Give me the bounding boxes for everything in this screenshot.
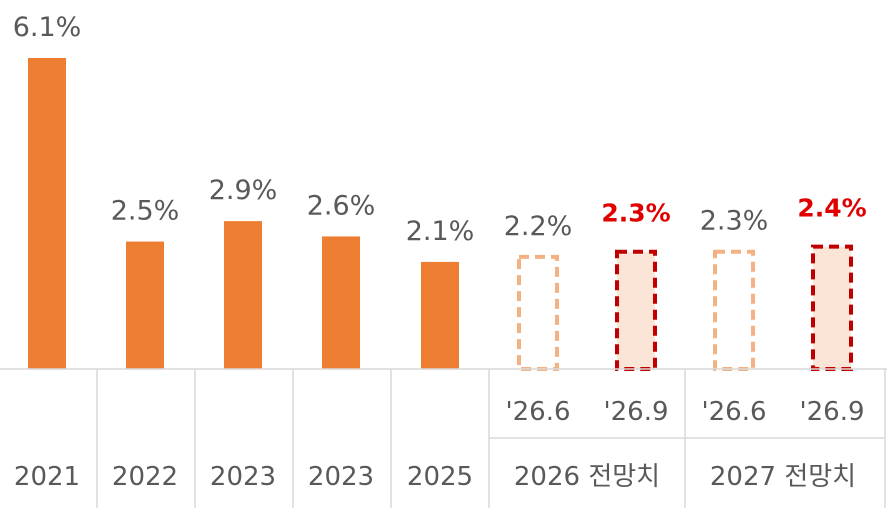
bar-2: [126, 241, 164, 369]
category-label-2: 2022: [112, 462, 178, 492]
bar-3: [224, 221, 262, 369]
value-labels-layer: 6.1% 2.5% 2.9% 2.6% 2.1% 2.2% 2.3% 2.3% 2.4%: [13, 12, 867, 247]
category-label-6: 2026 전망치: [514, 462, 660, 492]
category-axis-table: '26.6 '26.9 '26.6 '26.9 2021 2022 2023 2023 2025…: [0, 368, 887, 508]
bar-9: [811, 244, 853, 371]
bar-4: [322, 236, 360, 369]
sub-category-label-2: '26.9: [603, 397, 668, 427]
bar-1: [28, 58, 66, 369]
value-label-3: 2.9%: [209, 175, 278, 206]
category-label-7: 2027 전망치: [710, 462, 856, 492]
category-label-5: 2025: [407, 462, 473, 492]
value-label-6: 2.2%: [504, 211, 573, 242]
value-label-8: 2.3%: [700, 206, 769, 237]
bars-layer: [28, 58, 853, 371]
value-label-2: 2.5%: [111, 196, 180, 227]
value-label-7: 2.3%: [601, 199, 670, 228]
value-label-5: 2.1%: [406, 216, 475, 247]
sub-category-label-1: '26.6: [505, 397, 570, 427]
category-label-3: 2023: [210, 462, 276, 492]
value-label-1: 6.1%: [13, 12, 82, 43]
category-label-4: 2023: [308, 462, 374, 492]
value-label-4: 2.6%: [307, 190, 376, 221]
bar-7: [615, 249, 657, 371]
bar-6: [517, 254, 559, 371]
bar-5: [421, 261, 459, 369]
bar-8: [713, 249, 755, 371]
category-label-1: 2021: [14, 462, 80, 492]
value-label-9: 2.4%: [797, 194, 866, 223]
sub-category-label-3: '26.6: [701, 397, 766, 427]
sub-category-label-4: '26.9: [799, 397, 864, 427]
